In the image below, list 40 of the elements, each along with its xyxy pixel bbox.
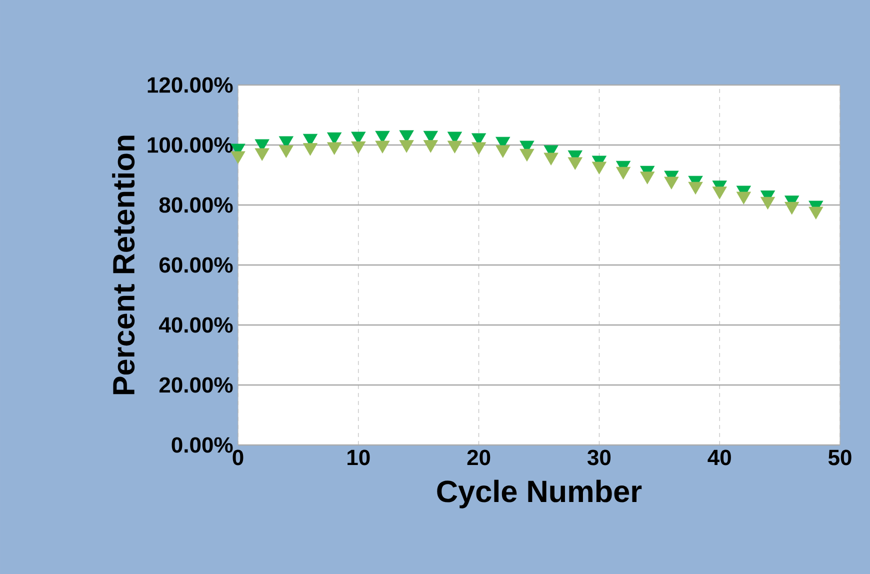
point <box>760 196 775 210</box>
point <box>327 142 342 155</box>
x-tick-label: 40 <box>708 450 731 466</box>
x-tick-label: 10 <box>348 450 370 466</box>
x-tick-label: 50 <box>828 450 852 466</box>
point <box>688 182 703 194</box>
x-tick-label: 20 <box>467 450 490 466</box>
x-tick-label: 30 <box>587 450 611 466</box>
point <box>592 162 606 174</box>
y-tick-label: 60.00% <box>160 257 233 273</box>
point <box>712 186 727 200</box>
point <box>808 206 824 220</box>
y-tick-label: 80.00% <box>159 197 233 213</box>
point <box>448 140 462 154</box>
y-axis-title: Percent Retention <box>112 136 135 394</box>
point <box>375 140 390 154</box>
point <box>784 202 800 214</box>
point <box>640 172 655 184</box>
x-tick-label: 0 <box>232 450 244 466</box>
point <box>303 143 318 156</box>
point <box>520 148 534 162</box>
y-tick-label: 100.00% <box>148 137 233 153</box>
point <box>230 151 246 164</box>
point <box>399 140 414 153</box>
point <box>472 142 486 155</box>
point <box>568 157 582 170</box>
point <box>616 166 630 180</box>
point <box>496 145 510 158</box>
x-axis-title: Cycle Number <box>437 480 642 508</box>
y-tick-label: 20.00% <box>159 377 233 393</box>
y-tick-label: 40.00% <box>159 317 233 333</box>
point <box>254 148 270 161</box>
y-tick-label: 120.00% <box>148 77 233 93</box>
point <box>423 140 438 153</box>
y-tick-label: 0.00% <box>172 437 233 453</box>
point <box>736 192 751 204</box>
point <box>544 152 558 166</box>
point <box>664 176 679 190</box>
point <box>351 141 366 154</box>
point <box>278 145 294 158</box>
